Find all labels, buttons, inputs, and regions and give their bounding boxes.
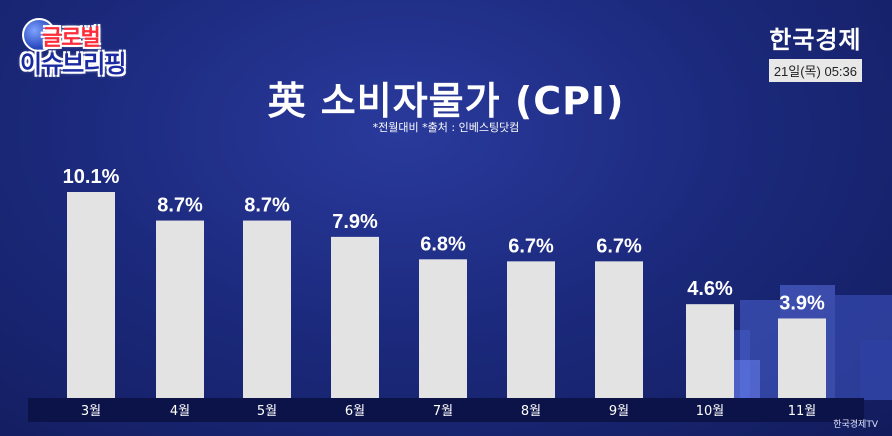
chart-subtitle: *전월대비 *출처 : 인베스팅닷컴 (372, 121, 520, 134)
bar (419, 259, 467, 398)
program-logo: 글로벌 이슈브리핑 (20, 18, 150, 78)
data-label: 6.7% (508, 235, 554, 257)
broadcaster-name: 한국경제 (769, 26, 862, 54)
data-label: 3.9% (779, 292, 825, 314)
bar (686, 304, 734, 398)
bar (67, 192, 115, 398)
bar (507, 261, 555, 398)
category-axis-band (28, 398, 864, 422)
watermark: 한국경제TV (833, 420, 878, 430)
x-tick-label: 7월 (433, 404, 453, 419)
data-label: 6.8% (420, 233, 466, 255)
globe-icon (22, 18, 56, 52)
x-tick-label: 10월 (696, 404, 725, 419)
data-label: 6.7% (596, 235, 642, 257)
x-tick-label: 4월 (170, 404, 190, 419)
x-tick-label: 5월 (257, 404, 277, 419)
skyline-building (860, 340, 892, 400)
data-label: 8.7% (157, 195, 203, 217)
x-tick-label: 8월 (521, 404, 541, 419)
chart-title: 英 소비자물가 (CPI) (267, 79, 625, 123)
bar (595, 261, 643, 398)
program-logo-line2: 이슈브리핑 (20, 50, 126, 78)
broadcast-timestamp: 21일(목) 05:36 (768, 59, 862, 82)
bar (243, 220, 291, 398)
program-logo-line1: 글로벌 (42, 26, 101, 51)
broadcaster-badge: 한국경제 21일(목) 05:36 (768, 20, 862, 82)
bar (778, 318, 826, 398)
x-tick-label: 9월 (609, 404, 629, 419)
x-tick-label: 3월 (81, 404, 101, 419)
bar (156, 220, 204, 398)
x-tick-label: 11월 (788, 404, 817, 419)
data-label: 7.9% (332, 211, 378, 233)
data-label: 8.7% (244, 195, 290, 217)
data-label: 4.6% (687, 278, 733, 300)
x-tick-label: 6월 (345, 404, 365, 419)
data-label: 10.1% (63, 166, 120, 188)
bar (331, 236, 379, 398)
